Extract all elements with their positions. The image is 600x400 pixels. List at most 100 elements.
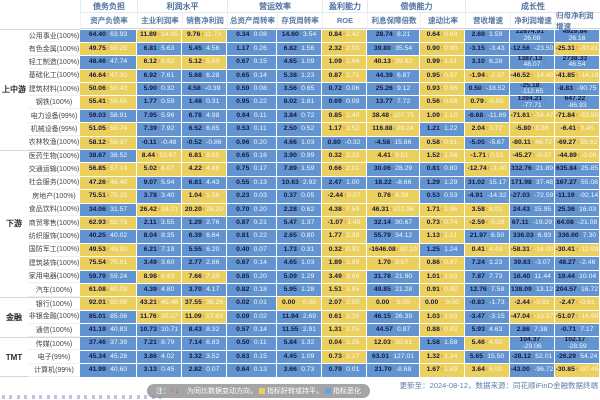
metric-cell[interactable]: 59.79 ↓ 59.24: [80, 270, 136, 283]
metric-cell[interactable]: 38.48 ↑ 107.75: [367, 109, 419, 123]
metric-cell[interactable]: 0.76 ↑ 4.38: [367, 190, 419, 203]
metric-cell[interactable]: 46.15 ↓ 26.39: [367, 310, 419, 324]
metric-cell[interactable]: 0.85 ↑ 1.40: [322, 109, 366, 123]
metric-cell[interactable]: -1646.08 ↑ 92.19: [367, 243, 419, 257]
metric-cell[interactable]: 8.43 ↑ 8.32: [182, 324, 226, 337]
metric-cell[interactable]: 3.49 ↑ 3.60: [137, 257, 181, 270]
metric-cell[interactable]: 1.70 ↑ 3.57: [367, 257, 419, 270]
metric-cell[interactable]: -4.58 ↑ 15.86: [367, 136, 419, 150]
metric-cell[interactable]: 31.78 ↓ 21.90: [367, 270, 419, 283]
metric-cell[interactable]: 3.58 ↑ 8.01: [465, 203, 509, 216]
metric-cell[interactable]: 3.90 ↓ 0.99: [277, 150, 321, 163]
metric-cell[interactable]: 336.03 ↓ 6.93: [510, 230, 554, 243]
metric-cell[interactable]: 2.04 ↑ 3.72: [465, 123, 509, 136]
metric-cell[interactable]: 55.41 ↑ 55.56: [80, 96, 136, 109]
metric-cell[interactable]: -1.71 ↑ 0.53: [465, 150, 509, 163]
metric-cell[interactable]: 44.39 ↓ 6.87: [367, 69, 419, 83]
metric-cell[interactable]: 4929.84 ↓ 26.16: [555, 29, 599, 42]
metric-cell[interactable]: -2.44 ↑ 0.07: [322, 190, 366, 203]
metric-cell[interactable]: 8.02 ↓ 1.81: [277, 96, 321, 109]
metric-cell[interactable]: 1.01 ↑ 1.03: [420, 270, 464, 283]
metric-cell[interactable]: 3.66 ↓ 0.73: [277, 364, 321, 377]
metric-cell[interactable]: 0.37 ↓ 0.05: [277, 190, 321, 203]
metric-cell[interactable]: 11.76 ↑ 20.07: [137, 310, 181, 324]
metric-cell[interactable]: -41.85 ↑ -14.19: [555, 69, 599, 83]
metric-cell[interactable]: -0.11 ↓ -0.48: [137, 136, 181, 150]
metric-cell[interactable]: 0.93 ↑ 0.96: [420, 83, 464, 96]
column-header[interactable]: 营收增速: [465, 13, 510, 29]
column-header[interactable]: 存货周转率: [277, 13, 322, 29]
industry-label[interactable]: 国防军工(100%): [28, 243, 80, 257]
metric-cell[interactable]: -30.41 ↑ -12.99: [555, 243, 599, 257]
metric-cell[interactable]: 0.53 ↓ 0.11: [227, 123, 276, 136]
metric-cell[interactable]: 64.08 ↓ -21.08: [555, 216, 599, 230]
metric-cell[interactable]: 5.95 ↓ 1.28: [277, 283, 321, 297]
metric-cell[interactable]: 39.83 ↓ -3.07: [510, 257, 554, 270]
metric-cell[interactable]: 1.21 ↓ 1.22: [420, 123, 464, 136]
industry-label[interactable]: 轻工制造(100%): [28, 56, 80, 70]
metric-cell[interactable]: 6.92 ↑ 7.61: [137, 69, 181, 83]
metric-cell[interactable]: 25.36 ↓ 16.03: [555, 203, 599, 216]
metric-cell[interactable]: 85.01 ↓ 85.06: [80, 310, 136, 324]
metric-cell[interactable]: 0.09 ↓ 0.02: [227, 310, 276, 324]
metric-cell[interactable]: 7.66 ↑ 7.39: [182, 270, 226, 283]
industry-label[interactable]: 基础化工(100%): [28, 69, 80, 83]
metric-cell[interactable]: 11.09 ↑ 17.63: [182, 310, 226, 324]
metric-cell[interactable]: -27.03 ↓ -72.59: [510, 190, 554, 203]
metric-cell[interactable]: 6.81 ↓ 5.63: [137, 42, 181, 56]
metric-cell[interactable]: 50.06 ↑ 50.43: [80, 83, 136, 96]
metric-cell[interactable]: 6.81 ↑ 8.85: [182, 150, 226, 163]
metric-cell[interactable]: 0.66 ↑ 2.01: [322, 163, 366, 176]
metric-cell[interactable]: 2.77 ↑ 2.86: [182, 257, 226, 270]
metric-cell[interactable]: 0.56 ↑ 0.56: [420, 96, 464, 109]
metric-cell[interactable]: 10.73 ↑ 10.71: [137, 324, 181, 337]
metric-cell[interactable]: 40.13 ↑ 29.62: [367, 56, 419, 69]
metric-cell[interactable]: 0.57 ↓ 0.14: [227, 324, 276, 337]
metric-cell[interactable]: 5.02 ↑ 6.07: [137, 163, 181, 176]
metric-cell[interactable]: 67.11 ↓ -19.29: [510, 216, 554, 230]
metric-cell[interactable]: 0.41 ↑ 4.43: [465, 243, 509, 257]
metric-cell[interactable]: 6.81 ↓ 4.43: [182, 176, 226, 190]
metric-cell[interactable]: 4.66 ↓ 1.03: [277, 136, 321, 150]
metric-cell[interactable]: 44.57 ↓ 0.87: [367, 324, 419, 337]
metric-cell[interactable]: 1.89 ↑ 1.99: [322, 257, 366, 270]
metric-cell[interactable]: 4.39 ↑ 4.80: [137, 283, 181, 297]
metric-cell[interactable]: 5.09 ↓ 1.29: [277, 270, 321, 283]
metric-cell[interactable]: 4.45 ↓ 1.09: [277, 350, 321, 364]
metric-cell[interactable]: 56.85 ↑ 57.14: [80, 163, 136, 176]
metric-cell[interactable]: -3.47 ↓ -3.15: [465, 310, 509, 324]
metric-cell[interactable]: -2.59 ↑ -5.28: [465, 216, 509, 230]
industry-label[interactable]: 农林牧渔(100%): [28, 136, 80, 150]
metric-cell[interactable]: 1.31 ↑ 2.05: [322, 324, 366, 337]
metric-cell[interactable]: 3.70 ↑ 4.17: [182, 283, 226, 297]
metric-cell[interactable]: 2.28 ↓ 0.62: [277, 203, 321, 216]
metric-cell[interactable]: 0.65 ↓ 0.16: [227, 150, 276, 163]
metric-cell[interactable]: 7.95 ↓ 5.96: [137, 109, 181, 123]
metric-cell[interactable]: -58.31 ↑ -14.00: [510, 243, 554, 257]
metric-cell[interactable]: 0.96 ↓ 0.20: [227, 136, 276, 150]
metric-cell[interactable]: 6.12 ↑ 6.82: [137, 56, 181, 69]
metric-cell[interactable]: 0.85 ↓ 0.20: [227, 270, 276, 283]
metric-cell[interactable]: -6.41 ↑ 3.45: [555, 123, 599, 136]
metric-cell[interactable]: 7.39 ↑ 7.92: [137, 123, 181, 136]
metric-cell[interactable]: 0.61 ↑ 2.35: [322, 310, 366, 324]
metric-cell[interactable]: 0.87 ↓ 0.21: [227, 216, 276, 230]
metric-cell[interactable]: 0.86 ↑ 0.87: [420, 257, 464, 270]
metric-cell[interactable]: -1.94 ↓ -2.37: [465, 69, 509, 83]
metric-cell[interactable]: 2738.33 ↓ 46.54: [555, 56, 599, 69]
metric-cell[interactable]: 1.04 ↑ 1.58: [182, 190, 226, 203]
column-header[interactable]: ROE: [322, 13, 367, 29]
industry-label[interactable]: 社会服务(100%): [28, 176, 80, 190]
metric-cell[interactable]: 24.43 ↓ 15.95: [510, 203, 554, 216]
column-header[interactable]: 净利润增速: [510, 13, 555, 29]
metric-cell[interactable]: 1.67 ↑ 1.69: [420, 364, 464, 377]
metric-cell[interactable]: 0.75 ↓ 0.17: [227, 163, 276, 176]
metric-cell[interactable]: -30.85 ↑ -97.45: [555, 364, 599, 377]
metric-cell[interactable]: 0.50 ↓ 0.11: [227, 337, 276, 350]
metric-cell[interactable]: -11.19 ↓ -92.14: [555, 190, 599, 203]
metric-cell[interactable]: -3.15 ↑ -3.43: [465, 42, 509, 56]
metric-cell[interactable]: -8.83 ↓ -90.75: [555, 83, 599, 96]
metric-cell[interactable]: 0.00 → 0.00: [420, 297, 464, 310]
metric-cell[interactable]: 0.88 ↑ 0.93: [420, 324, 464, 337]
metric-cell[interactable]: 3.13 ↓ 0.45: [137, 364, 181, 377]
